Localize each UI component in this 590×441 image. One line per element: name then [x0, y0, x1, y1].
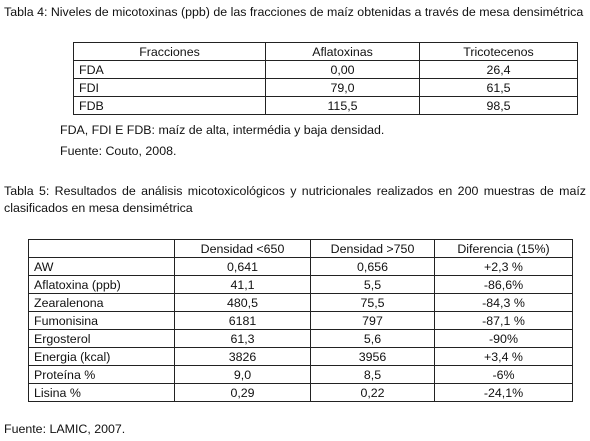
column-header-densidad-baja: Densidad <650	[174, 239, 311, 258]
table-cell: 3826	[174, 347, 311, 366]
table-cell: 9,0	[174, 365, 311, 384]
table-cell: 115,5	[265, 96, 420, 115]
table-cell: 5,6	[310, 329, 435, 348]
table-cell: +2,3 %	[434, 257, 573, 276]
table-cell: 61,5	[419, 78, 578, 97]
row-label: FDA	[73, 60, 266, 79]
table-cell: 480,5	[174, 293, 311, 312]
table-cell: 0,29	[174, 383, 311, 402]
row-label: Proteína %	[28, 365, 175, 384]
table-cell: +3,4 %	[434, 347, 573, 366]
table-row: FDI 79,0 61,5	[73, 78, 578, 97]
row-label: Energia (kcal)	[28, 347, 175, 366]
table-header-row: Densidad <650 Densidad >750 Diferencia (…	[28, 239, 573, 258]
row-label: Lisina %	[28, 383, 175, 402]
table-cell: -24,1%	[434, 383, 573, 402]
table-cell: -86,6%	[434, 275, 573, 294]
row-label: FDB	[73, 96, 266, 115]
table-cell: 797	[310, 311, 435, 330]
table-cell: -90%	[434, 329, 573, 348]
table-cell: 79,0	[265, 78, 420, 97]
table-row: Lisina % 0,29 0,22 -24,1%	[28, 383, 573, 402]
table-cell: 5,5	[310, 275, 435, 294]
table4-source: Fuente: Couto, 2008.	[60, 144, 177, 158]
column-header-tricotecenos: Tricotecenos	[419, 42, 578, 61]
row-label: AW	[28, 257, 175, 276]
table-cell: 61,3	[174, 329, 311, 348]
table-cell: -6%	[434, 365, 573, 384]
table-row: Zearalenona 480,5 75,5 -84,3 %	[28, 293, 573, 312]
row-label: Aflatoxina (ppb)	[28, 275, 175, 294]
table5: Densidad <650 Densidad >750 Diferencia (…	[28, 239, 573, 402]
table-cell: 26,4	[419, 60, 578, 79]
column-header-empty	[28, 239, 175, 258]
table-row: Proteína % 9,0 8,5 -6%	[28, 365, 573, 384]
column-header-aflatoxinas: Aflatoxinas	[265, 42, 420, 61]
table-cell: 0,22	[310, 383, 435, 402]
table-cell: 41,1	[174, 275, 311, 294]
table-row: Aflatoxina (ppb) 41,1 5,5 -86,6%	[28, 275, 573, 294]
table4-footnote: FDA, FDI E FDB: maíz de alta, intermédia…	[60, 123, 385, 137]
table4-caption: Tabla 4: Niveles de micotoxinas (ppb) de…	[4, 5, 584, 19]
table-row: AW 0,641 0,656 +2,3 %	[28, 257, 573, 276]
table4: Fracciones Aflatoxinas Tricotecenos FDA …	[73, 42, 578, 115]
table-cell: 3956	[310, 347, 435, 366]
column-header-fracciones: Fracciones	[73, 42, 266, 61]
table-cell: 75,5	[310, 293, 435, 312]
row-label: Fumonisina	[28, 311, 175, 330]
row-label: FDI	[73, 78, 266, 97]
column-header-diferencia: Diferencia (15%)	[434, 239, 573, 258]
table-row: FDA 0,00 26,4	[73, 60, 578, 79]
table-cell: -87,1 %	[434, 311, 573, 330]
column-header-densidad-alta: Densidad >750	[310, 239, 435, 258]
table-row: Energia (kcal) 3826 3956 +3,4 %	[28, 347, 573, 366]
table-row: FDB 115,5 98,5	[73, 96, 578, 115]
table5-caption: Tabla 5: Resultados de análisis micotoxi…	[4, 184, 586, 215]
table-cell: 0,00	[265, 60, 420, 79]
table-row: Fumonisina 6181 797 -87,1 %	[28, 311, 573, 330]
row-label: Zearalenona	[28, 293, 175, 312]
table-header-row: Fracciones Aflatoxinas Tricotecenos	[73, 42, 578, 61]
table-cell: -84,3 %	[434, 293, 573, 312]
table-cell: 0,641	[174, 257, 311, 276]
table-row: Ergosterol 61,3 5,6 -90%	[28, 329, 573, 348]
table-cell: 6181	[174, 311, 311, 330]
table-cell: 8,5	[310, 365, 435, 384]
table-cell: 98,5	[419, 96, 578, 115]
table-cell: 0,656	[310, 257, 435, 276]
table5-source: Fuente: LAMIC, 2007.	[4, 422, 126, 436]
row-label: Ergosterol	[28, 329, 175, 348]
